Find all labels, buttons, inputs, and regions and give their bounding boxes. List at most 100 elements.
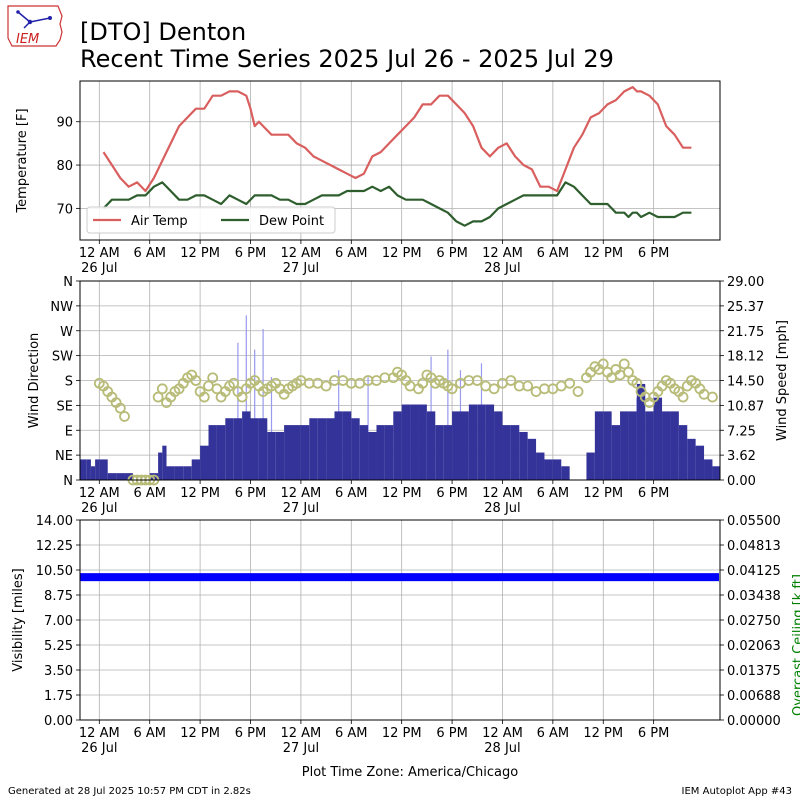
x-tick-label: 12 AM [280,486,321,501]
wind-speed-bar [208,425,217,480]
wind-speed-bar [704,459,713,480]
x-tick-label: 12 AM [482,246,523,261]
wind-direction-marker [152,391,164,403]
logo-network-dot [27,19,33,25]
wind-speed-bar [183,466,192,480]
wind-speed-bar [267,431,276,480]
x-tick-label: 12 PM [382,726,422,741]
wind-speed-bar [162,445,167,480]
x-tick-label: 12 PM [180,726,220,741]
x-tick-label: 12 AM [482,486,523,501]
wind-speed-bar [435,425,444,480]
speed-tick-label: 21.75 [727,325,764,340]
logo-network-dot [48,16,52,20]
wind-speed-bar [603,411,612,480]
wind-speed-bar [662,411,671,480]
ceiling-tick-label: 0.05500 [727,514,781,529]
wind-speed-bar [645,411,654,480]
wind-speed-bar [124,473,133,480]
wind-direction-marker [114,402,126,414]
x-tick-label: 6 AM [335,486,368,501]
app-footer: IEM Autoplot App #43 [682,786,792,797]
wind-speed-bar [284,425,293,480]
wind-direction-marker [572,386,584,397]
speed-tick-label: 7.25 [727,424,756,439]
logo-network-line [17,11,31,23]
wind-speed-bar [158,452,163,480]
wind-direction-marker [677,391,689,403]
visibility-tick-label: 5.25 [44,639,73,654]
wind-direction-marker [522,380,534,392]
x-tick-date-label: 26 Jul [81,261,117,276]
wind-gust-bar [237,342,239,480]
wind-speed-bar [485,404,495,480]
wind-speed-axis-label: Wind Speed [mph] [775,320,790,441]
iowa-outline-icon [7,5,63,47]
wind-speed-bar [678,425,688,480]
x-tick-label: 6 AM [335,246,368,261]
direction-tick-label: N [63,474,73,489]
x-tick-date-label: 27 Jul [283,261,319,276]
wind-speed-bar [552,459,562,480]
wind-direction-axis-label: Wind Direction [27,333,42,429]
wind-direction-marker [228,377,240,389]
x-tick-label: 12 PM [583,486,623,501]
wind-speed-bar [86,459,91,480]
wind-speed-bar [712,466,720,480]
wind-speed-bar [393,411,402,480]
panel-frame [79,280,721,481]
x-tick-label: 6 PM [638,246,669,261]
x-tick-label: 6 AM [133,726,166,741]
direction-tick-label: SE [57,399,73,414]
x-tick-date-label: 26 Jul [81,501,117,516]
x-tick-date-label: 28 Jul [484,261,520,276]
wind-direction-marker [446,383,458,395]
wind-speed-bar [586,452,595,480]
speed-tick-label: 14.50 [727,375,764,390]
x-tick-label: 6 AM [133,246,166,261]
wind-speed-bar [351,418,360,480]
wind-speed-bar [317,418,327,480]
legend-box [86,206,336,234]
panel-frame [79,519,721,721]
iem-logo: IEM [7,5,63,47]
wind-direction-marker [707,391,718,403]
speed-tick-label: 0.00 [727,474,756,489]
wind-speed-bar [342,411,352,480]
wind-speed-bar [242,411,251,480]
x-tick-label: 12 AM [280,246,321,261]
chart-title-station: [DTO] Denton [80,18,246,46]
direction-tick-label: N [63,275,73,290]
visibility-tick-label: 0.00 [44,714,73,729]
wind-speed-bar [510,425,520,480]
wind-speed-bar [359,425,369,480]
logo-network-dot [16,10,20,14]
ceiling-tick-label: 0.04813 [727,539,781,554]
visibility-tick-label: 10.50 [36,564,73,579]
wind-speed-bar [426,411,436,480]
x-tick-label: 6 AM [335,726,368,741]
x-tick-date-label: 27 Jul [283,741,319,756]
wind-speed-bar [670,411,679,480]
x-tick-label: 6 PM [235,246,266,261]
wind-speed-bar [628,411,637,480]
wind-speed-bar [292,425,301,480]
x-tick-label: 12 AM [79,246,120,261]
wind-speed-bar [149,473,159,480]
x-tick-label: 6 PM [638,486,669,501]
wind-speed-bar [519,431,528,480]
wind-direction-marker [417,377,429,389]
wind-speed-bar [334,411,343,480]
speed-tick-label: 25.37 [727,300,764,315]
wind-speed-bar [368,431,377,480]
ceiling-axis-label: Overcast Ceiling [k ft] [791,574,800,716]
x-tick-label: 6 AM [133,486,166,501]
wind-speed-bar [443,425,453,480]
wind-speed-bar [275,431,285,480]
visibility-series [80,573,719,582]
wind-speed-bar [477,404,486,480]
wind-direction-marker [618,358,630,370]
